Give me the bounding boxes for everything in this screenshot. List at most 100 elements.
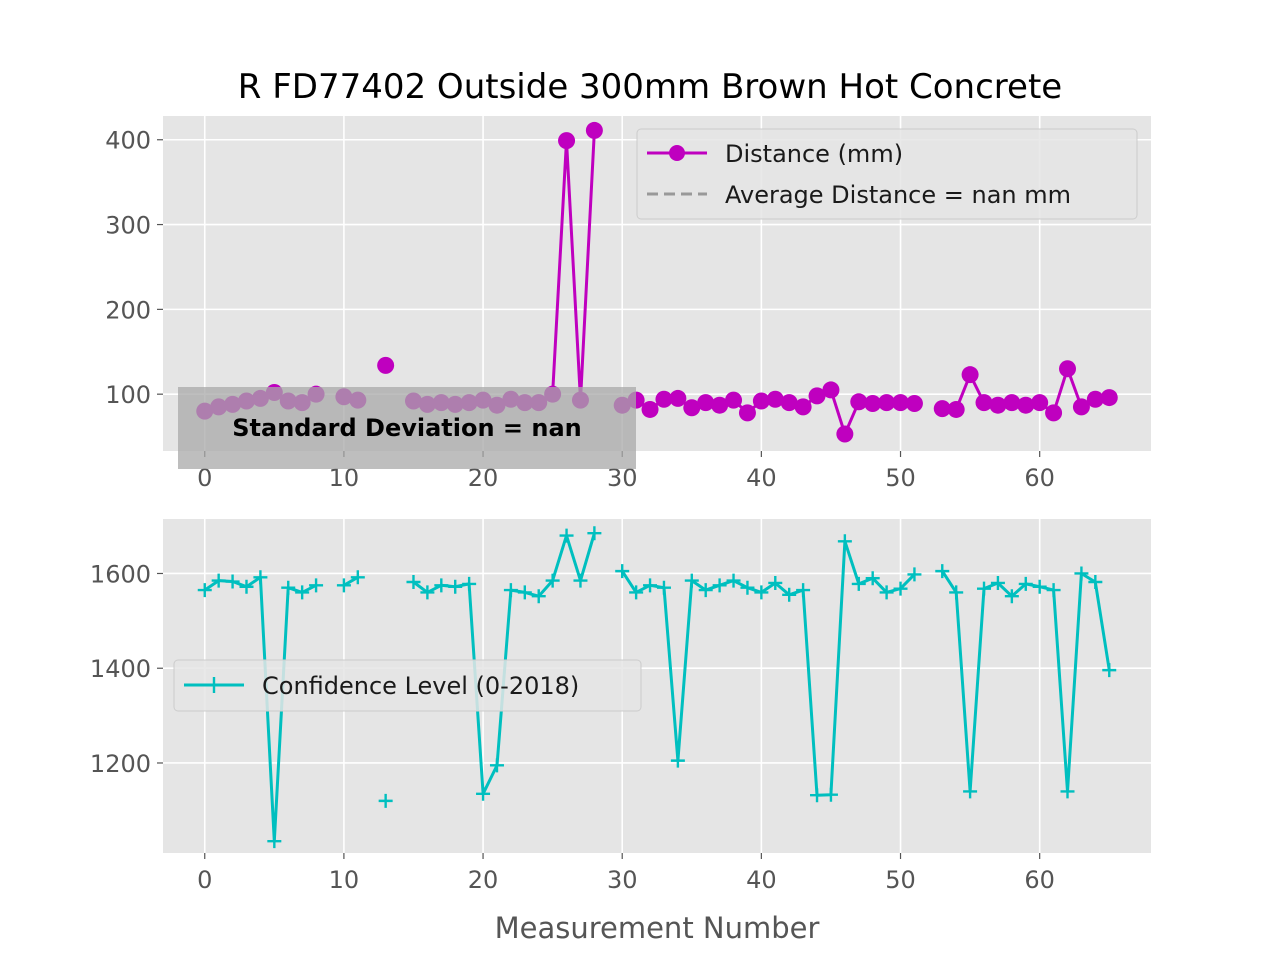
distance-point bbox=[850, 393, 868, 411]
confidence-line-segment bbox=[343, 575, 359, 587]
distance-point bbox=[377, 356, 395, 374]
distance-point bbox=[766, 390, 784, 408]
confidence-point bbox=[378, 793, 393, 808]
distance-point bbox=[697, 394, 715, 412]
x-tick-label: 40 bbox=[746, 464, 777, 492]
y-tick-label: 1400 bbox=[90, 655, 151, 683]
confidence-point bbox=[907, 567, 922, 582]
distance-point bbox=[822, 381, 840, 399]
x-tick-label: 30 bbox=[607, 866, 638, 894]
confidence-point bbox=[656, 580, 671, 595]
y-tick-label: 100 bbox=[105, 381, 151, 409]
std-annotation-box bbox=[178, 387, 636, 469]
legend-confidence-label: Confidence Level (0-2018) bbox=[262, 672, 579, 700]
distance-point bbox=[738, 404, 756, 422]
y-tick-label: 300 bbox=[105, 212, 151, 240]
confidence-point bbox=[935, 564, 950, 579]
x-tick-label: 0 bbox=[197, 464, 212, 492]
distance-point bbox=[836, 425, 854, 443]
confidence-point bbox=[531, 589, 546, 604]
confidence-point bbox=[698, 583, 713, 598]
confidence-point bbox=[893, 581, 908, 596]
confidence-point bbox=[670, 753, 685, 768]
confidence-point bbox=[309, 578, 324, 593]
confidence-point bbox=[643, 578, 658, 593]
confidence-point bbox=[197, 583, 212, 598]
legend-average-label: Average Distance = nan mm bbox=[725, 181, 1071, 209]
distance-point bbox=[808, 387, 826, 405]
confidence-point bbox=[782, 587, 797, 602]
confidence-point bbox=[1060, 784, 1075, 799]
distance-point bbox=[780, 394, 798, 412]
confidence-point bbox=[448, 579, 463, 594]
chart-title: R FD77402 Outside 300mm Brown Hot Concre… bbox=[238, 67, 1062, 107]
confidence-point bbox=[295, 585, 310, 600]
x-axis-label: Measurement Number bbox=[495, 911, 820, 945]
x-tick-label: 20 bbox=[468, 866, 499, 894]
y-tick-label: 400 bbox=[105, 127, 151, 155]
confidence-point bbox=[684, 573, 699, 588]
distance-point bbox=[655, 390, 673, 408]
distance-point bbox=[1045, 404, 1063, 422]
distance-point bbox=[1072, 398, 1090, 416]
confidence-line-segment bbox=[620, 539, 916, 797]
confidence-point bbox=[503, 583, 518, 598]
distance-point bbox=[725, 391, 743, 409]
distance-point bbox=[1059, 360, 1077, 378]
distance-point bbox=[905, 395, 923, 413]
confidence-point bbox=[1046, 583, 1061, 598]
distance-point bbox=[878, 394, 896, 412]
confidence-point bbox=[420, 585, 435, 600]
x-tick-label: 50 bbox=[885, 464, 916, 492]
confidence-point bbox=[977, 581, 992, 596]
confidence-point bbox=[1004, 589, 1019, 604]
confidence-point bbox=[851, 576, 866, 591]
distance-point bbox=[585, 121, 603, 139]
confidence-point bbox=[629, 585, 644, 600]
std-annotation: Standard Deviation = nan bbox=[178, 387, 636, 469]
confidence-point bbox=[573, 573, 588, 588]
confidence-point bbox=[1074, 566, 1089, 581]
confidence-point bbox=[823, 787, 838, 802]
legend-confidence-swatch-marker bbox=[206, 677, 222, 693]
confidence-point bbox=[865, 571, 880, 586]
distance-point bbox=[933, 400, 951, 418]
top-legend: Distance (mm) Average Distance = nan mm bbox=[636, 128, 1138, 220]
confidence-point bbox=[253, 570, 268, 585]
distance-point bbox=[641, 400, 659, 418]
legend-distance-swatch-marker bbox=[669, 145, 685, 161]
confidence-point bbox=[406, 575, 421, 590]
x-tick-label: 40 bbox=[746, 866, 777, 894]
confidence-point bbox=[462, 576, 477, 591]
distance-point bbox=[989, 396, 1007, 414]
x-tick-label: 0 bbox=[197, 866, 212, 894]
confidence-point bbox=[587, 526, 602, 541]
x-tick-label: 60 bbox=[1024, 464, 1055, 492]
y-tick-label: 1600 bbox=[90, 560, 151, 588]
confidence-point bbox=[489, 758, 504, 773]
distance-point bbox=[752, 392, 770, 410]
confidence-point bbox=[1102, 663, 1117, 678]
confidence-point bbox=[1088, 575, 1103, 590]
distance-point bbox=[892, 394, 910, 412]
distance-point bbox=[1100, 389, 1118, 407]
confidence-point bbox=[810, 788, 825, 803]
confidence-point bbox=[281, 580, 296, 595]
confidence-point bbox=[350, 570, 365, 585]
x-tick-label: 60 bbox=[1024, 866, 1055, 894]
confidence-point bbox=[517, 585, 532, 600]
distance-point bbox=[683, 399, 701, 417]
confidence-series bbox=[197, 526, 1117, 849]
bottom-legend-frame bbox=[173, 659, 642, 712]
distance-point bbox=[1017, 396, 1035, 414]
confidence-point bbox=[476, 786, 491, 801]
confidence-point bbox=[225, 574, 240, 589]
confidence-point bbox=[990, 575, 1005, 590]
legend-distance-label: Distance (mm) bbox=[725, 140, 903, 168]
bottom-axes-confidence: 0 10 20 30 40 50 60 1200 1400 1600 Confidence Lev… bbox=[90, 519, 1151, 945]
y-tick-label: 1200 bbox=[90, 750, 151, 778]
confidence-point bbox=[211, 573, 226, 588]
confidence-point bbox=[796, 583, 811, 598]
std-annotation-text: Standard Deviation = nan bbox=[232, 414, 582, 442]
confidence-point bbox=[754, 585, 769, 600]
